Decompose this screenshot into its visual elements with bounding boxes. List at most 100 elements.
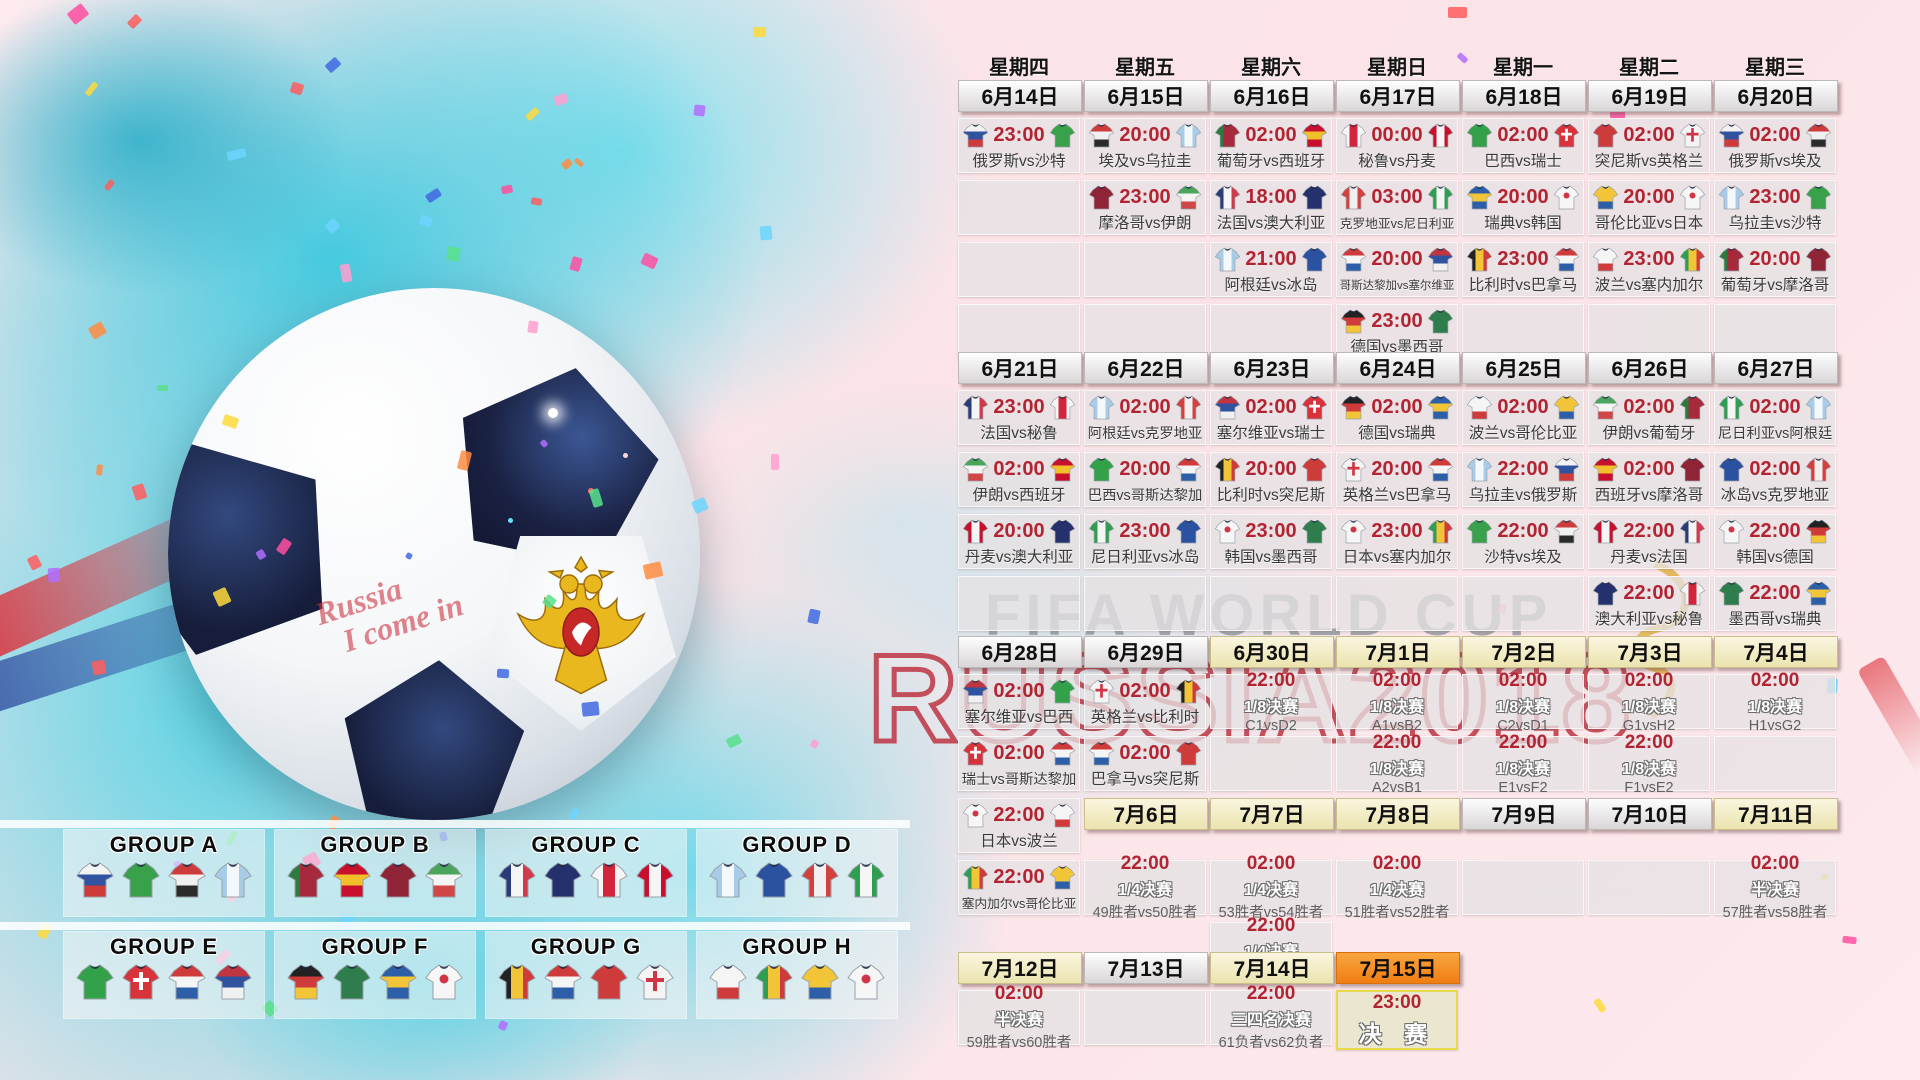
match-time-row: 23:00 — [959, 119, 1079, 152]
knockout-cell: 22:00 1/8决赛 A2vsB1 — [1336, 732, 1458, 796]
team-jersey-icon — [1175, 519, 1202, 544]
date-header: 7月10日 — [1588, 798, 1712, 830]
match-cell: 18:00 法国vs澳大利亚 — [1210, 180, 1332, 235]
match-time-row: 18:00 — [1211, 181, 1331, 214]
match-cell: 20:00 瑞典vs韩国 — [1462, 180, 1584, 235]
knockout-cell: 02:00 半决赛 59胜者vs60胜者 — [958, 983, 1080, 1051]
team-jersey-icon — [214, 862, 252, 898]
team-jersey-icon — [590, 964, 628, 1000]
group-title: GROUP H — [742, 934, 852, 959]
date-header: 7月11日 — [1714, 798, 1838, 830]
match-name: 俄罗斯vs沙特 — [972, 153, 1066, 170]
group-jerseys — [75, 860, 253, 900]
team-jersey-icon — [1088, 519, 1115, 544]
date-header: 6月26日 — [1588, 352, 1712, 384]
team-jersey-icon — [1049, 865, 1076, 890]
match-name: 突尼斯vs英格兰 — [1594, 153, 1704, 170]
date-header: 6月23日 — [1210, 352, 1334, 384]
stage-teams: 57胜者vs58胜者 — [1722, 905, 1828, 921]
match-cell: 20:00 英格兰vs巴拿马 — [1336, 452, 1458, 507]
match-time: 02:00 — [1624, 669, 1674, 691]
team-jersey-icon — [962, 395, 989, 420]
stage-teams: C1vsD2 — [1245, 717, 1297, 734]
match-cell: 02:00 伊朗vs葡萄牙 — [1588, 390, 1710, 445]
date-header: 7月7日 — [1210, 798, 1334, 830]
match-cell: 02:00 英格兰vs比利时 — [1084, 674, 1206, 729]
team-jersey-icon — [1340, 185, 1367, 210]
empty-cell — [1588, 860, 1710, 915]
team-jersey-icon — [636, 862, 674, 898]
stage-label: 三四名决赛 — [1230, 1012, 1311, 1029]
empty-cell — [1210, 304, 1332, 359]
match-time-row: 23:00 — [1715, 181, 1835, 214]
match-time-row: 20:00 — [1715, 243, 1835, 276]
team-jersey-icon — [1427, 457, 1454, 482]
team-jersey-icon — [755, 964, 793, 1000]
team-jersey-icon — [1805, 247, 1832, 272]
group-box-e: GROUP E — [64, 932, 264, 1018]
match-cell: 22:00 沙特vs埃及 — [1462, 514, 1584, 569]
match-time: 02:00 — [993, 742, 1045, 764]
match-time: 02:00 — [1119, 396, 1171, 418]
match-time: 02:00 — [1623, 124, 1675, 146]
match-time-row: 02:00 — [1211, 119, 1331, 152]
match-time: 02:00 — [993, 680, 1045, 702]
empty-cell — [1084, 304, 1206, 359]
team-jersey-icon — [755, 862, 793, 898]
team-jersey-icon — [1592, 123, 1619, 148]
team-jersey-icon — [1466, 123, 1493, 148]
match-time-row: 03:00 — [1337, 181, 1457, 214]
match-cell: 22:00 墨西哥vs瑞典 — [1714, 576, 1836, 631]
match-time: 23:00 — [1371, 310, 1423, 332]
match-cell: 02:00 西班牙vs摩洛哥 — [1588, 452, 1710, 507]
match-time: 22:00 — [1120, 853, 1170, 874]
knockout-cell: 22:00 1/8决赛 F1vsE2 — [1588, 732, 1710, 796]
match-time: 20:00 — [1371, 458, 1423, 480]
team-jersey-icon — [962, 803, 989, 828]
match-time: 22:00 — [1623, 582, 1675, 604]
match-cell: 23:00 法国vs秘鲁 — [958, 390, 1080, 445]
stage-teams: E1vsF2 — [1498, 779, 1548, 796]
match-name: 尼日利亚vs阿根廷 — [1717, 426, 1833, 442]
empty-cell — [1210, 576, 1332, 631]
match-time: 20:00 — [993, 520, 1045, 542]
match-name: 丹麦vs法国 — [1610, 549, 1688, 566]
team-jersey-icon — [1175, 741, 1202, 766]
stage-teams: 53胜者vs54胜者 — [1218, 905, 1324, 921]
match-name: 哥伦比亚vs日本 — [1594, 215, 1704, 232]
team-jersey-icon — [1175, 185, 1202, 210]
match-time: 22:00 — [1372, 731, 1422, 753]
match-time-row: 02:00 — [1085, 391, 1205, 424]
match-time: 23:00 — [1623, 248, 1675, 270]
team-jersey-icon — [287, 964, 325, 1000]
date-header: 7月15日 — [1336, 952, 1460, 984]
team-jersey-icon — [1592, 395, 1619, 420]
match-cell: 21:00 阿根廷vs冰岛 — [1210, 242, 1332, 297]
match-name: 葡萄牙vs摩洛哥 — [1720, 277, 1830, 294]
match-time-row: 02:00 — [1715, 119, 1835, 152]
match-time: 23:00 — [1119, 186, 1171, 208]
match-time-row: 02:00 — [1211, 391, 1331, 424]
match-time: 18:00 — [1245, 186, 1297, 208]
date-header: 6月28日 — [958, 636, 1082, 668]
match-name: 乌拉圭vs俄罗斯 — [1468, 487, 1578, 504]
stage-label: 1/8决赛 — [1369, 760, 1425, 778]
team-jersey-icon — [1088, 457, 1115, 482]
team-jersey-icon — [1049, 457, 1076, 482]
match-name: 波兰vs哥伦比亚 — [1468, 425, 1578, 442]
team-jersey-icon — [425, 964, 463, 1000]
match-cell: 02:00 瑞士vs哥斯达黎加 — [958, 736, 1080, 791]
team-jersey-icon — [1466, 247, 1493, 272]
match-cell: 22:00 澳大利亚vs秘鲁 — [1588, 576, 1710, 631]
match-cell: 02:00 德国vs瑞典 — [1336, 390, 1458, 445]
team-jersey-icon — [1049, 741, 1076, 766]
empty-cell — [1084, 990, 1206, 1045]
date-header: 7月1日 — [1336, 636, 1460, 668]
match-time: 02:00 — [1119, 742, 1171, 764]
match-name: 法国vs澳大利亚 — [1216, 215, 1326, 232]
match-time: 02:00 — [993, 458, 1045, 480]
date-header: 7月2日 — [1462, 636, 1586, 668]
team-jersey-icon — [1175, 457, 1202, 482]
date-header: 7月9日 — [1462, 798, 1586, 830]
match-time: 20:00 — [1749, 248, 1801, 270]
